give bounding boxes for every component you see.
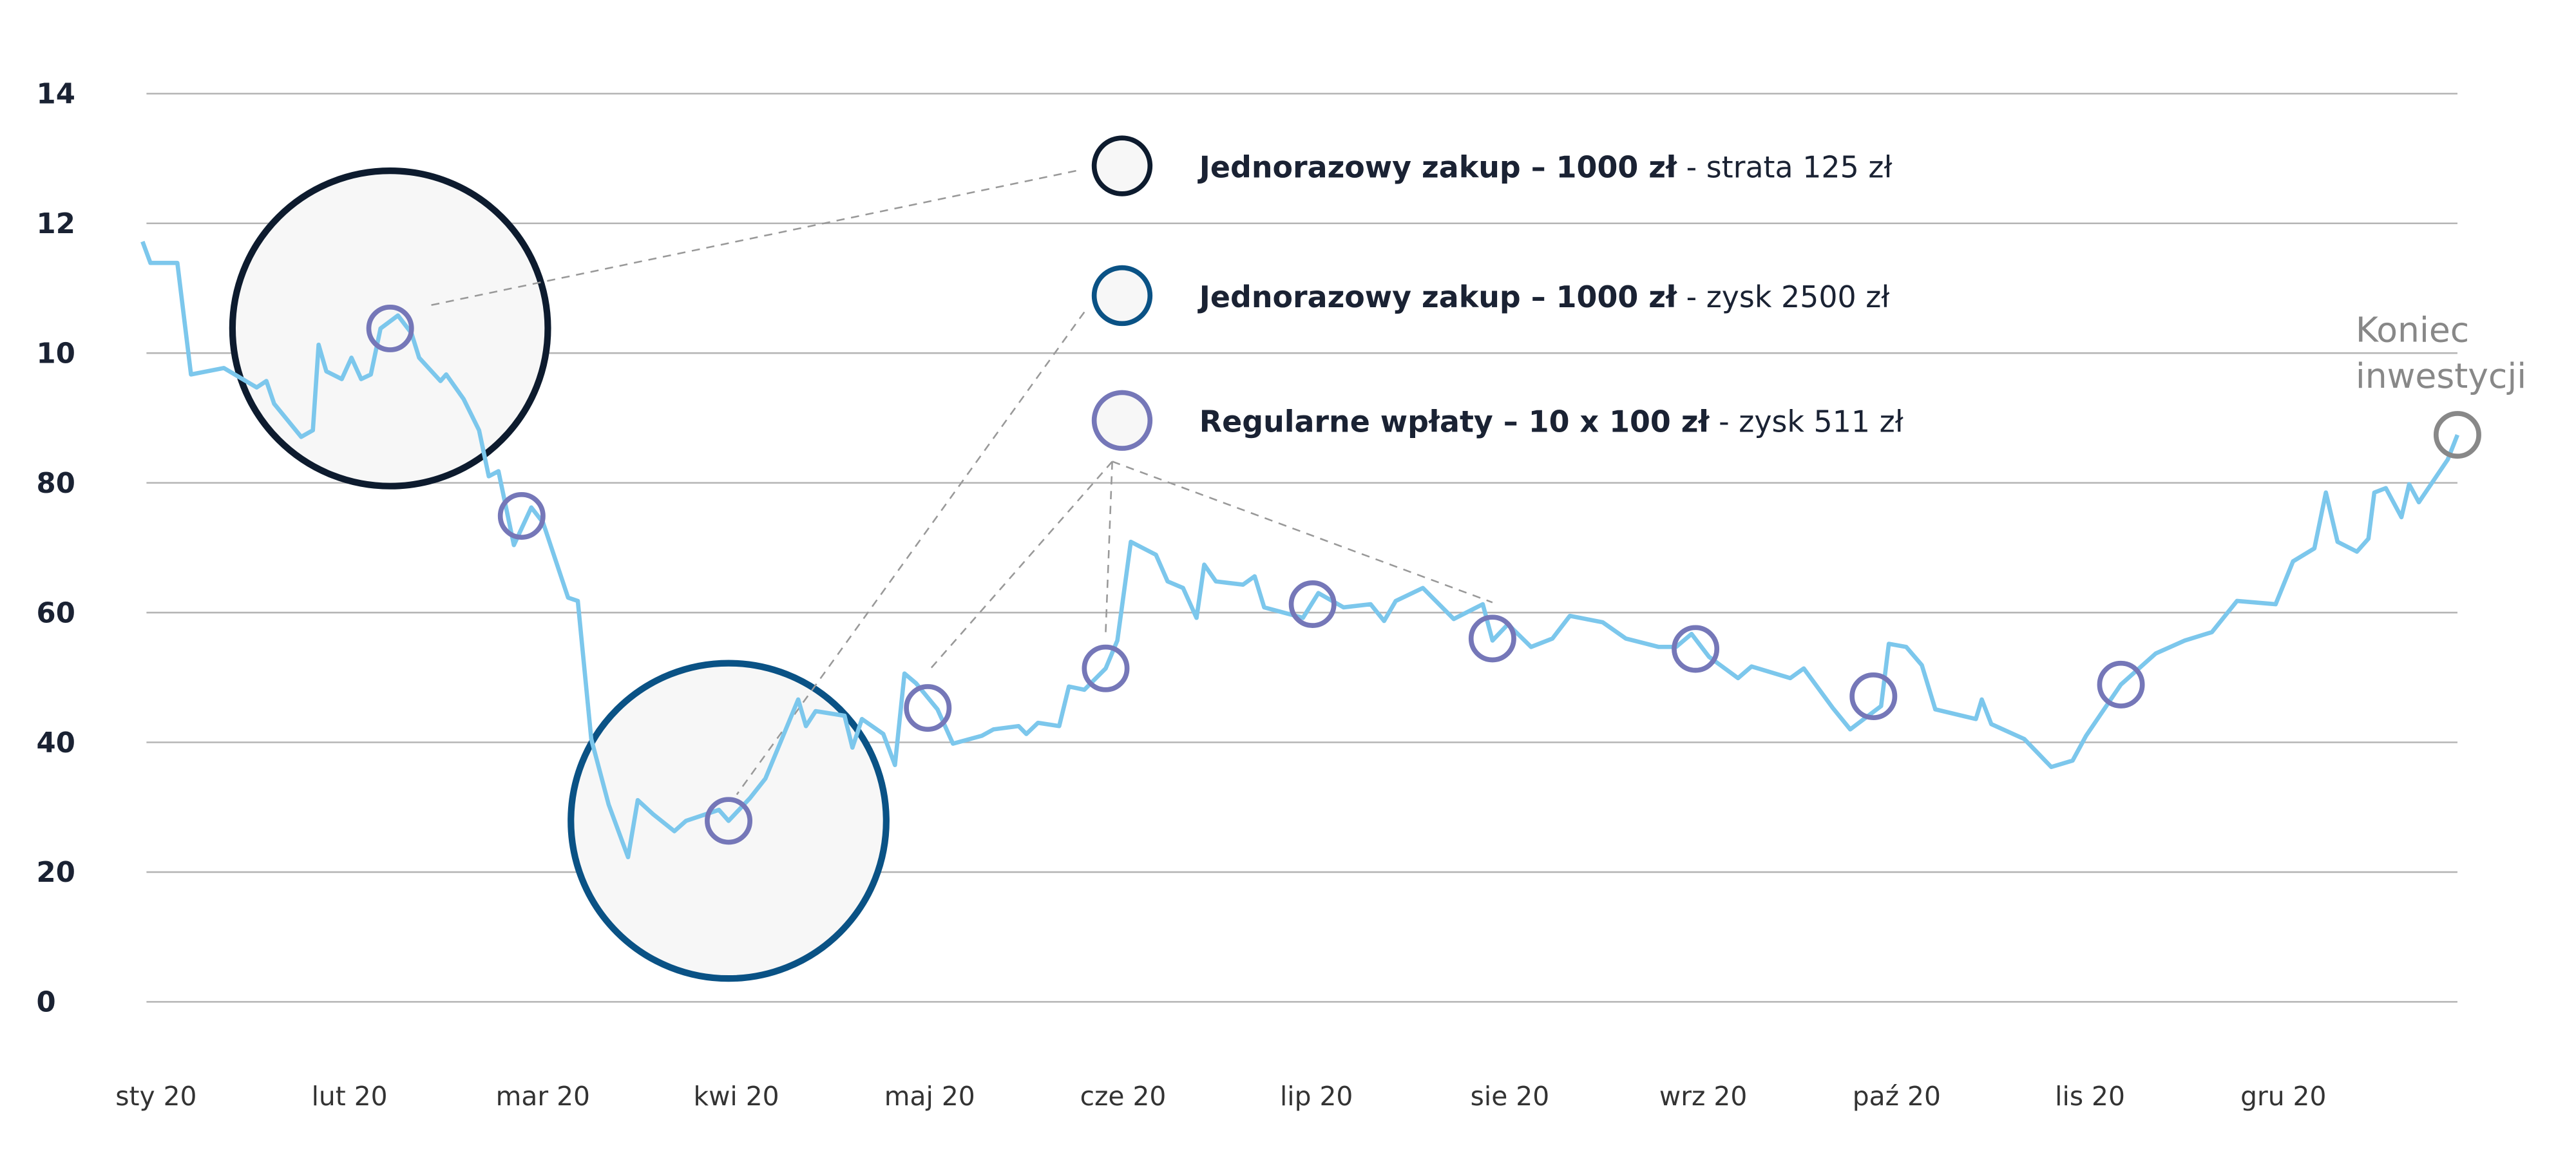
x-tick-label: paź 20 <box>1853 1081 1941 1112</box>
legend-marker <box>1091 135 1153 196</box>
y-tick-label: 20 <box>37 857 75 889</box>
connector <box>429 169 1076 307</box>
deposit-marker <box>497 492 546 540</box>
x-tick-label: maj 20 <box>884 1081 975 1112</box>
x-tick-label: kwi 20 <box>693 1081 779 1112</box>
legend-name: Jednorazowy zakup – 1000 zł <box>1197 280 1677 314</box>
legend-name: Regularne wpłaty – 10 x 100 zł <box>1199 405 1710 439</box>
legend-result: - zysk 511 zł <box>1710 405 1904 439</box>
x-tick-label: wrz 20 <box>1659 1081 1747 1112</box>
x-tick-label: lut 20 <box>312 1081 388 1112</box>
y-tick-label: 0 <box>37 987 56 1019</box>
legend-label: Regularne wpłaty – 10 x 100 zł - zysk 51… <box>1199 405 1904 439</box>
plot: Koniec inwestycji <box>140 240 2526 860</box>
x-tick-label: cze 20 <box>1080 1081 1167 1112</box>
x-tick-label: lip 20 <box>1280 1081 1353 1112</box>
legend-marker <box>1091 390 1153 451</box>
deposit-marker <box>1849 672 1898 720</box>
y-tick-label: 80 <box>37 468 75 500</box>
y-tick-label: 40 <box>37 727 75 759</box>
deposit-marker <box>1288 580 1337 628</box>
y-tick-label: 60 <box>37 597 75 629</box>
x-tick-label: gru 20 <box>2240 1081 2326 1112</box>
legend-label: Jednorazowy zakup – 1000 zł - zysk 2500 … <box>1197 280 1891 314</box>
deposit-marker <box>366 304 414 352</box>
x-tick-label: sty 20 <box>115 1081 196 1112</box>
deposit-marker <box>1468 614 1516 663</box>
legend-result: - strata 125 zł <box>1677 149 1893 184</box>
connector <box>927 461 1113 672</box>
legend: Jednorazowy zakup – 1000 zł - strata 125… <box>1091 135 1904 451</box>
legend-result: - zysk 2500 zł <box>1677 280 1890 314</box>
deposit-marker <box>1672 625 1720 673</box>
y-tick-label: 10 <box>37 338 75 370</box>
x-tick-label: lis 20 <box>2055 1081 2125 1112</box>
legend-marker <box>1091 265 1153 327</box>
x-tick-label: sie 20 <box>1471 1081 1550 1112</box>
x-tick-label: mar 20 <box>496 1081 590 1112</box>
y-tick-label: 14 <box>37 79 75 111</box>
deposit-marker <box>904 684 952 732</box>
price-line <box>140 240 2460 860</box>
y-tick-label: 12 <box>37 208 75 240</box>
deposit-marker <box>2097 660 2145 709</box>
end-label: Koniec <box>2356 309 2469 350</box>
deposit-marker <box>1082 644 1130 692</box>
legend-label: Jednorazowy zakup – 1000 zł - strata 125… <box>1197 149 1893 184</box>
end-label: inwestycji <box>2356 356 2526 396</box>
connector <box>736 311 1085 795</box>
end-marker <box>2433 411 2481 459</box>
purchase-highlight <box>229 167 551 490</box>
legend-name: Jednorazowy zakup – 1000 zł <box>1197 149 1677 184</box>
deposit-marker <box>705 797 753 845</box>
grid: 0 20 40 60 80 10 12 14 sty 20 lut 20 mar 20 kwi 20 m… <box>37 79 2457 1112</box>
